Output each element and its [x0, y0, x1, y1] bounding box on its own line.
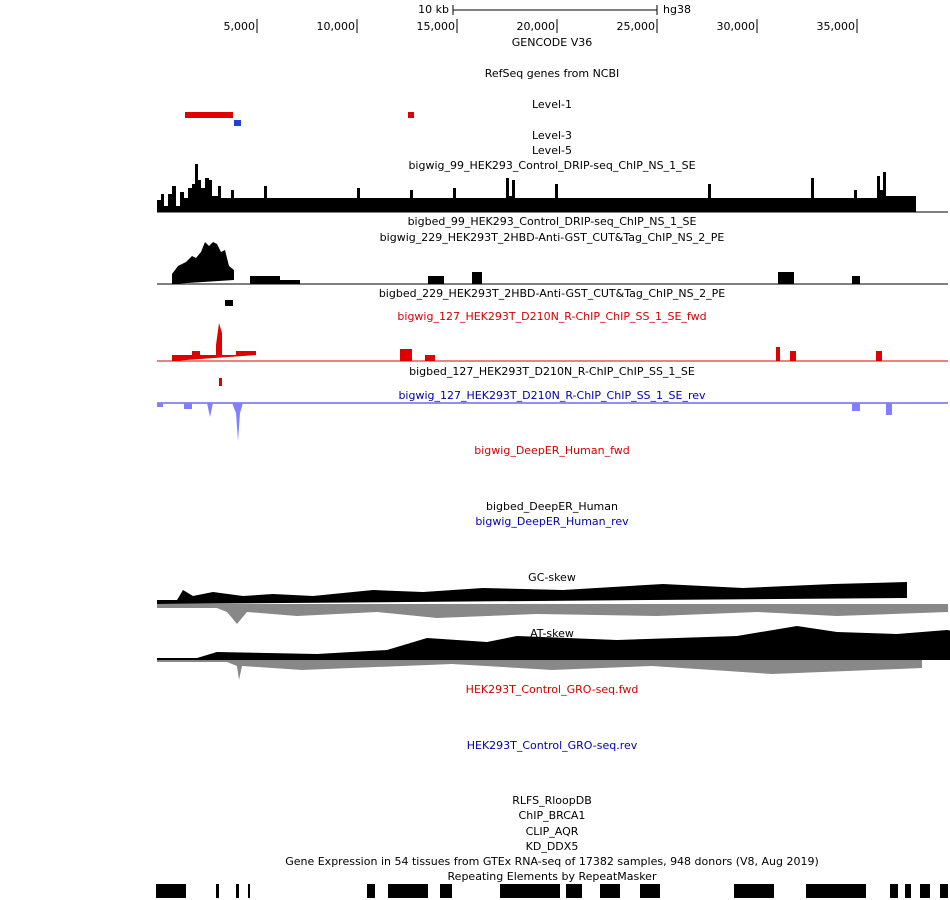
ruler-label: 35,000: [817, 20, 856, 33]
gene-block: [234, 120, 241, 126]
assembly: hg38: [663, 3, 691, 16]
ruler-label: 5,000: [224, 20, 256, 33]
cut-tag-signal: [157, 242, 948, 306]
track-label: RefSeq genes from NCBI: [485, 67, 620, 80]
track-label: CLIP_AQR: [526, 825, 579, 838]
ruler-label: 15,000: [417, 20, 456, 33]
track-label: Gene Expression in 54 tissues from GTEx …: [285, 855, 819, 868]
track-labels: GENCODE V36 RefSeq genes from NCBI Level-1…: [285, 36, 819, 883]
track-label: RLFS_RloopDB: [512, 794, 592, 807]
track-label: Level-1: [532, 98, 572, 111]
at-skew: [157, 626, 950, 680]
ruler-label: 25,000: [617, 20, 656, 33]
ruler-label: 10,000: [317, 20, 356, 33]
ruler: 10 kb hg38: [418, 3, 691, 16]
track-label: bigbed_127_HEK293T_D210N_R-ChIP_ChIP_SS_…: [409, 365, 695, 378]
track-label: bigwig_229_HEK293T_2HBD-Anti-GST_CUT&Tag…: [380, 231, 725, 244]
gene-block: [185, 112, 233, 118]
ruler-ticks: 5,000 10,000 15,000 20,000 25,000 30,000 35,00…: [224, 19, 858, 33]
gc-skew: [157, 582, 948, 624]
ruler-label: 20,000: [517, 20, 556, 33]
track-label: bigbed_229_HEK293T_2HBD-Anti-GST_CUT&Tag…: [379, 287, 725, 300]
rchip-fwd-signal: [157, 323, 948, 386]
track-label: HEK293T_Control_GRO-seq.fwd: [466, 683, 639, 696]
track-label: AT-skew: [530, 627, 574, 640]
repeat-elements: [156, 884, 948, 898]
rchip-rev-signal: [157, 402, 948, 441]
track-label: bigbed_99_HEK293_Control_DRIP-seq_ChIP_N…: [408, 215, 697, 228]
track-label: bigwig_DeepER_Human_rev: [475, 515, 629, 528]
track-label: HEK293T_Control_GRO-seq.rev: [467, 739, 638, 752]
gene-features: [185, 112, 414, 126]
track-label: Repeating Elements by RepeatMasker: [448, 870, 657, 883]
track-label: bigwig_127_HEK293T_D210N_R-ChIP_ChIP_SS_…: [397, 310, 706, 323]
track-label: ChIP_BRCA1: [519, 809, 586, 822]
gene-block: [408, 112, 414, 118]
drip-signal: [157, 164, 948, 213]
ruler-label: 30,000: [717, 20, 756, 33]
track-label: bigwig_99_HEK293_Control_DRIP-seq_ChIP_N…: [408, 159, 695, 172]
track-label: GC-skew: [528, 571, 576, 584]
track-label: bigwig_DeepER_Human_fwd: [474, 444, 629, 457]
track-label: Level-3: [532, 129, 572, 142]
track-label: KD_DDX5: [526, 840, 579, 853]
track-label: bigbed_DeepER_Human: [486, 500, 618, 513]
scale-label: 10 kb: [418, 3, 449, 16]
track-label: bigwig_127_HEK293T_D210N_R-ChIP_ChIP_SS_…: [398, 389, 706, 402]
track-label: Level-5: [532, 144, 572, 157]
track-label: GENCODE V36: [512, 36, 592, 49]
